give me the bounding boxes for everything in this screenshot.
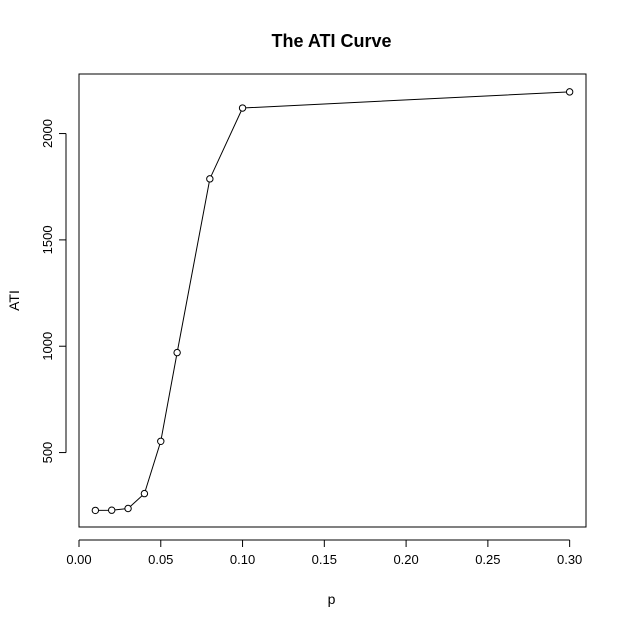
series-layer <box>91 88 574 515</box>
x-tick-label: 0.15 <box>312 552 337 567</box>
data-point <box>238 104 247 112</box>
x-tick-label: 0.05 <box>148 552 173 567</box>
data-point <box>124 504 132 513</box>
y-axis: 500 1000 1500 2000 <box>40 119 67 464</box>
y-axis-label: ATI <box>6 290 22 311</box>
y-tick-label: 2000 <box>40 119 55 148</box>
chart-title: The ATI Curve <box>271 31 391 51</box>
x-tick-label: 0.30 <box>557 552 582 567</box>
y-tick-label: 1500 <box>40 225 55 254</box>
x-tick-label: 0.10 <box>230 552 255 567</box>
data-point <box>173 348 181 357</box>
data-point <box>91 506 100 515</box>
x-tick-label: 0.25 <box>475 552 500 567</box>
data-point <box>565 88 574 96</box>
data-point <box>157 437 165 445</box>
x-tick-label: 0.20 <box>393 552 418 567</box>
plot-frame <box>78 73 587 528</box>
data-point <box>140 489 149 498</box>
x-tick-label: 0.00 <box>66 552 91 567</box>
x-axis: 0.00 0.05 0.10 0.15 0.20 0.25 0.30 <box>66 539 582 567</box>
data-point <box>206 175 214 183</box>
series-line <box>95 91 570 511</box>
x-axis-label: p <box>328 591 336 607</box>
y-tick-label: 1000 <box>40 332 55 361</box>
y-tick-label: 500 <box>40 442 55 464</box>
data-point <box>108 506 116 514</box>
